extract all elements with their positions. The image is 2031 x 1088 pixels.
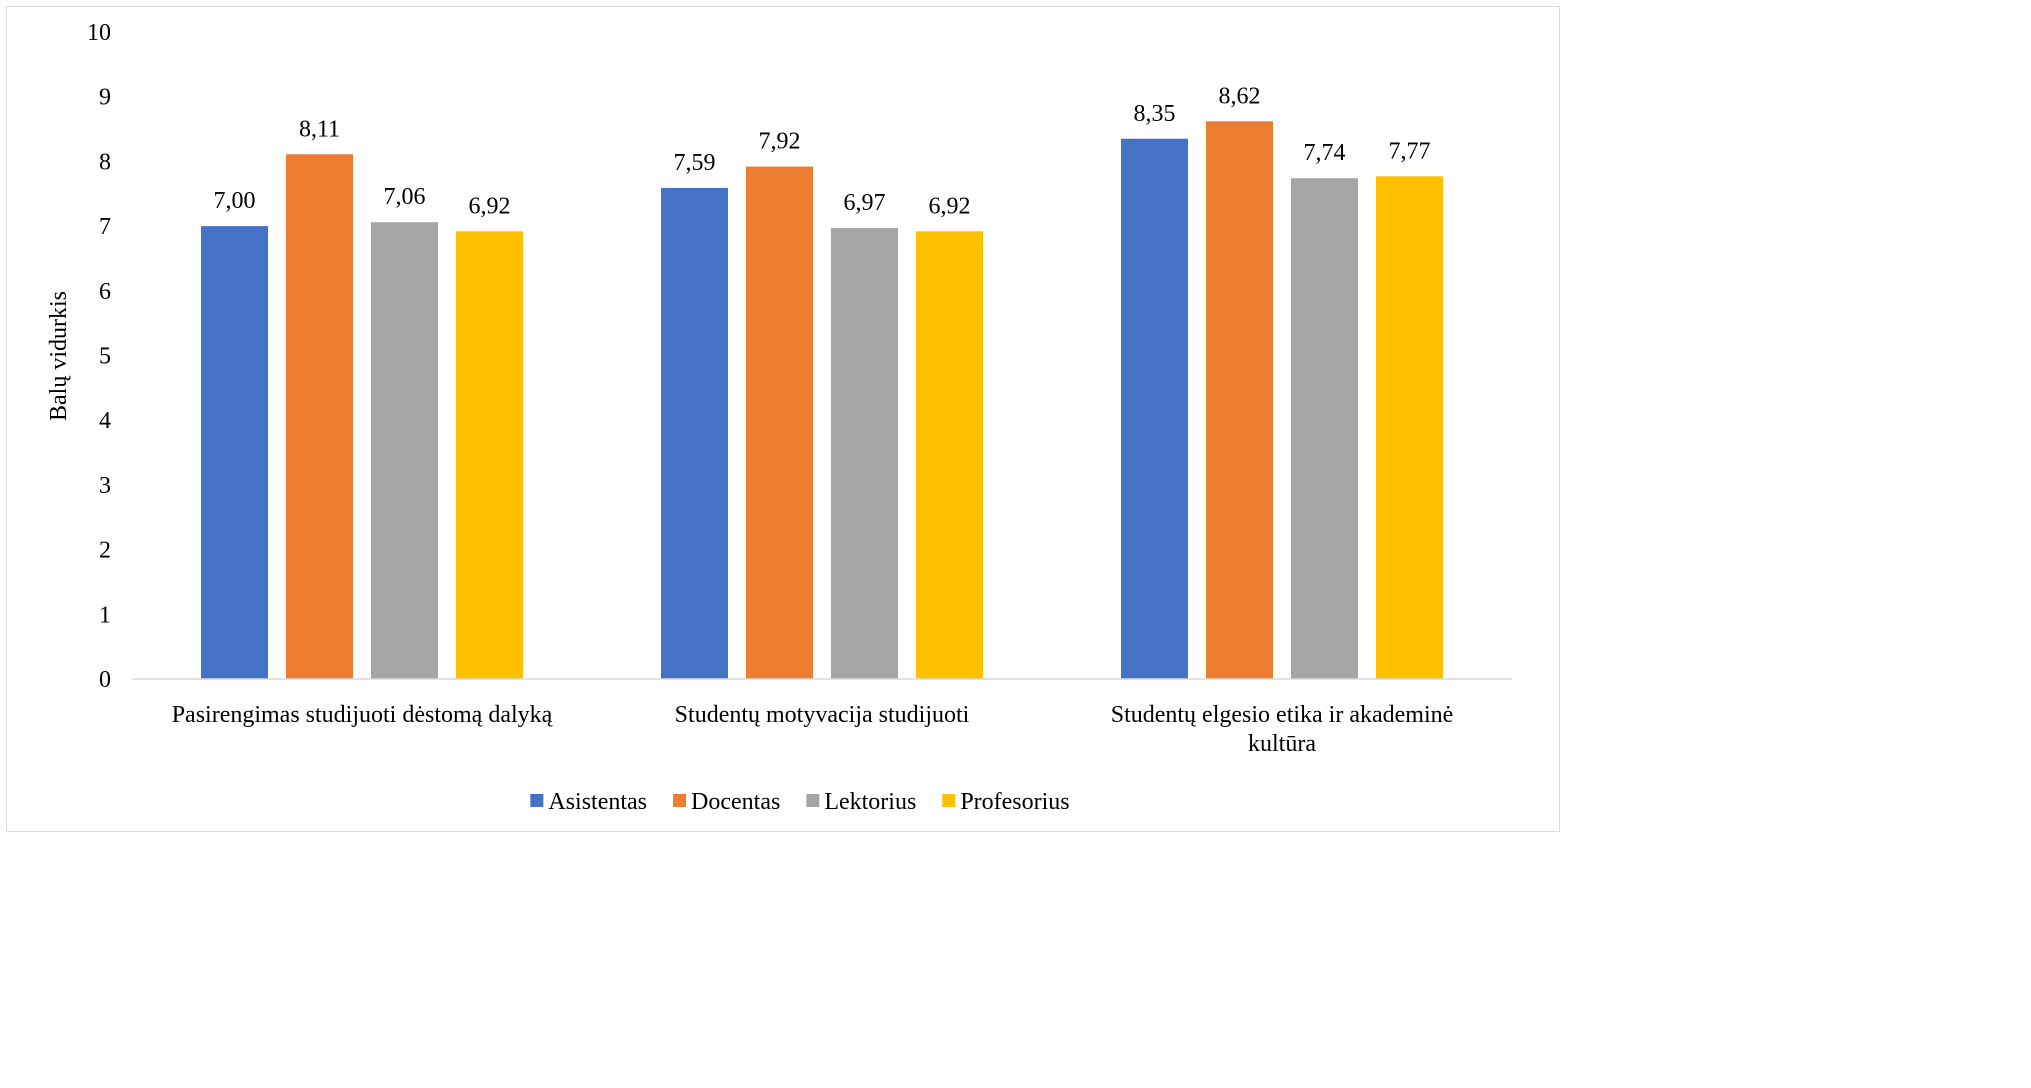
- legend-swatch: [806, 794, 820, 807]
- data-label: 8,62: [1219, 83, 1261, 109]
- bar-asistentas: [201, 226, 268, 679]
- y-tick-label: 5: [99, 344, 111, 370]
- y-tick-label: 7: [99, 214, 111, 240]
- legend-swatch: [942, 794, 956, 807]
- data-label: 8,11: [299, 116, 340, 142]
- y-axis-ticks: 0 1 2 3 4 5 6 7 8 9 10: [87, 20, 111, 693]
- y-tick-label: 0: [99, 667, 111, 693]
- y-tick-label: 1: [99, 602, 111, 628]
- bar-docentas: [746, 166, 813, 680]
- legend-label: Docentas: [691, 789, 780, 815]
- y-tick-label: 10: [87, 20, 111, 46]
- data-label: 6,92: [469, 193, 511, 219]
- data-label: 7,00: [214, 188, 256, 214]
- legend-label: Asistentas: [548, 789, 647, 815]
- bar-lektorius: [371, 222, 438, 679]
- bar-profesorius: [456, 231, 523, 679]
- bar-asistentas: [1121, 138, 1188, 679]
- category-label: Pasirengimas studijuoti dėstomą dalyką: [172, 702, 553, 728]
- y-axis-label: Balų vidurkis: [46, 291, 72, 421]
- bar-asistentas: [661, 187, 728, 679]
- bars: [201, 121, 1443, 680]
- category-labels: Pasirengimas studijuoti dėstomą dalyką St…: [172, 702, 1454, 757]
- data-label: 8,35: [1134, 101, 1176, 127]
- y-tick-label: 2: [99, 538, 111, 564]
- bar-profesorius: [916, 231, 983, 679]
- data-label: 7,59: [674, 150, 716, 176]
- y-tick-label: 4: [99, 408, 111, 434]
- data-label: 6,92: [929, 193, 971, 219]
- y-tick-label: 8: [99, 149, 111, 175]
- data-labels: 7,00 8,11 7,06 6,92 7,59 7,92 6,97 6,92 8,35 8,62…: [214, 83, 1431, 219]
- legend: Asistentas Docentas Lektorius Profesorius: [530, 789, 1070, 815]
- bar-lektorius: [1291, 178, 1358, 680]
- data-label: 7,06: [384, 184, 426, 210]
- y-tick-label: 9: [99, 85, 111, 111]
- category-label: Studentų motyvacija studijuoti: [675, 702, 970, 728]
- y-tick-label: 6: [99, 279, 111, 305]
- data-label: 7,74: [1304, 140, 1346, 166]
- legend-label: Profesorius: [960, 789, 1069, 815]
- legend-swatch: [530, 794, 544, 807]
- legend-label: Lektorius: [824, 789, 916, 815]
- data-label: 7,92: [759, 129, 801, 155]
- bar-docentas: [286, 154, 353, 679]
- data-label: 7,77: [1389, 138, 1431, 164]
- category-label: Studentų elgesio etika ir akademinė: [1111, 702, 1454, 728]
- bar-chart: 0 1 2 3 4 5 6 7 8 9 10 7,00 8,11 7,06 6,92 7,59 7,92 6,9…: [46, 20, 1512, 815]
- bar-lektorius: [831, 228, 898, 679]
- bar-docentas: [1206, 121, 1273, 679]
- bar-profesorius: [1376, 176, 1443, 679]
- legend-swatch: [673, 794, 687, 807]
- y-tick-label: 3: [99, 473, 111, 499]
- data-label: 6,97: [844, 190, 886, 216]
- category-label: kultūra: [1248, 731, 1316, 757]
